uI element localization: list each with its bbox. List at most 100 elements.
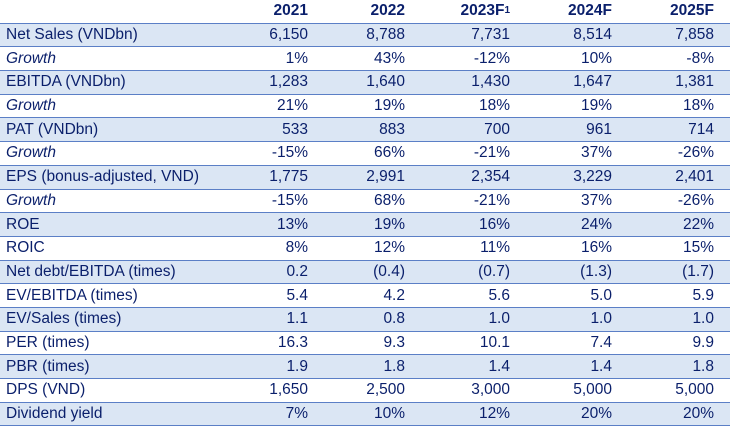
table-cell: 2,500 bbox=[366, 381, 405, 399]
table-cell: 1.0 bbox=[590, 310, 612, 328]
table-cell: 7.4 bbox=[590, 333, 612, 351]
table-row: Net debt/EBITDA (times) 0.2 (0.4) (0.7) (1.3… bbox=[0, 260, 730, 285]
table-cell: 12% bbox=[478, 405, 510, 423]
table-cell: 19% bbox=[580, 97, 612, 115]
table-cell: 5.6 bbox=[488, 286, 510, 304]
table-cell: 1.9 bbox=[286, 357, 308, 375]
table-cell: 11% bbox=[480, 239, 510, 257]
row-label: EBITDA (VNDbn) bbox=[6, 73, 126, 91]
header-col-2: 2022 bbox=[370, 2, 405, 20]
table-cell: 2,401 bbox=[675, 168, 714, 186]
table-cell: 2,354 bbox=[471, 168, 510, 186]
table-cell: -26% bbox=[677, 144, 714, 162]
table-cell: 1% bbox=[285, 49, 308, 67]
table-cell: 1.1 bbox=[286, 310, 308, 328]
table-cell: 6,150 bbox=[269, 26, 308, 44]
table-row: DPS (VND) 1,650 2,500 3,000 5,000 5,000 bbox=[0, 379, 730, 403]
table-row: ROE 13% 19% 16% 24% 22% bbox=[0, 213, 730, 237]
table-cell: (1.3) bbox=[580, 262, 612, 280]
row-label: Growth bbox=[6, 144, 56, 162]
row-label: EV/EBITDA (times) bbox=[6, 286, 138, 304]
table-row: Growth 1% 43% -12% 10% -8% bbox=[0, 47, 730, 72]
table-cell: 3,229 bbox=[573, 168, 612, 186]
row-label: EPS (bonus-adjusted, VND) bbox=[6, 168, 199, 186]
header-col-3: 2023F 1 bbox=[460, 2, 510, 20]
row-label: ROIC bbox=[6, 239, 45, 257]
table-cell: 700 bbox=[484, 120, 510, 138]
table-cell: 4.2 bbox=[383, 286, 405, 304]
table-cell: 714 bbox=[688, 120, 714, 138]
table-cell: 5.9 bbox=[692, 286, 714, 304]
table-row: Growth 21% 19% 18% 19% 18% bbox=[0, 95, 730, 119]
table-row: PER (times) 16.3 9.3 10.1 7.4 9.9 bbox=[0, 332, 730, 356]
table-row: Net Sales (VNDbn) 6,150 8,788 7,731 8,514 7,8… bbox=[0, 23, 730, 48]
row-label: Net Sales (VNDbn) bbox=[6, 26, 138, 44]
header-col-5: 2025F bbox=[670, 2, 714, 20]
table-cell: -21% bbox=[473, 191, 510, 209]
row-label: PBR (times) bbox=[6, 357, 90, 375]
row-label: PER (times) bbox=[6, 333, 90, 351]
table-cell: 19% bbox=[373, 215, 405, 233]
table-row: EPS (bonus-adjusted, VND) 1,775 2,991 2,354… bbox=[0, 165, 730, 190]
row-label: ROE bbox=[6, 215, 40, 233]
row-label: Growth bbox=[6, 191, 56, 209]
table-cell: -12% bbox=[473, 49, 510, 67]
table-cell: 1,647 bbox=[573, 73, 612, 91]
table-row: EV/Sales (times) 1.1 0.8 1.0 1.0 1.0 bbox=[0, 307, 730, 332]
row-label: DPS (VND) bbox=[6, 381, 86, 399]
table-cell: 7,858 bbox=[675, 26, 714, 44]
row-label: Dividend yield bbox=[6, 405, 103, 423]
table-cell: 1,430 bbox=[471, 73, 510, 91]
table-cell: 12% bbox=[373, 239, 405, 257]
table-cell: 883 bbox=[379, 120, 405, 138]
table-row: ROIC 8% 12% 11% 16% 15% bbox=[0, 237, 730, 261]
table-cell: 5.4 bbox=[286, 286, 308, 304]
table-cell: -26% bbox=[677, 191, 714, 209]
table-row: EBITDA (VNDbn) 1,283 1,640 1,430 1,647 1,381 bbox=[0, 71, 730, 95]
table-cell: (0.4) bbox=[373, 262, 405, 280]
table-cell: 16% bbox=[478, 215, 510, 233]
table-cell: -21% bbox=[473, 144, 510, 162]
row-label: EV/Sales (times) bbox=[6, 310, 122, 328]
header-col-1: 2021 bbox=[273, 2, 308, 20]
table-cell: 7,731 bbox=[471, 26, 510, 44]
table-cell: 1.0 bbox=[692, 310, 714, 328]
table-cell: 533 bbox=[282, 120, 308, 138]
table-cell: 22% bbox=[682, 215, 714, 233]
table-cell: 1.8 bbox=[692, 357, 714, 375]
table-cell: 37% bbox=[580, 144, 612, 162]
table-cell: 9.9 bbox=[692, 333, 714, 351]
table-cell: 5.0 bbox=[590, 286, 612, 304]
table-cell: 13% bbox=[276, 215, 308, 233]
table-cell: 961 bbox=[586, 120, 612, 138]
table-cell: 20% bbox=[682, 405, 714, 423]
table-row: EV/EBITDA (times) 5.4 4.2 5.6 5.0 5.9 bbox=[0, 284, 730, 308]
row-label: PAT (VNDbn) bbox=[6, 120, 99, 138]
table-cell: 0.8 bbox=[383, 310, 405, 328]
header-col-4: 2024F bbox=[568, 2, 612, 20]
table-cell: 1,283 bbox=[269, 73, 308, 91]
table-cell: 9.3 bbox=[383, 333, 405, 351]
table-cell: 10.1 bbox=[479, 333, 510, 351]
table-cell: 66% bbox=[373, 144, 405, 162]
table-cell: 68% bbox=[373, 191, 405, 209]
table-cell: 18% bbox=[682, 97, 714, 115]
table-cell: -15% bbox=[271, 191, 308, 209]
table-cell: 5,000 bbox=[573, 381, 612, 399]
table-row: PAT (VNDbn) 533 883 700 961 714 bbox=[0, 118, 730, 143]
table-cell: (0.7) bbox=[478, 262, 510, 280]
row-label: Growth bbox=[6, 97, 56, 115]
table-cell: 8,788 bbox=[366, 26, 405, 44]
table-cell: 1,650 bbox=[269, 381, 308, 399]
table-cell: 37% bbox=[580, 191, 612, 209]
table-cell: 43% bbox=[373, 49, 405, 67]
table-cell: 2,991 bbox=[366, 168, 405, 186]
table-row: Dividend yield 7% 10% 12% 20% 20% bbox=[0, 402, 730, 427]
table-header: 2021 2022 2023F 1 2024F 2025F bbox=[0, 0, 730, 24]
table-cell: 8,514 bbox=[573, 26, 612, 44]
table-cell: 15% bbox=[682, 239, 714, 257]
table-cell: (1.7) bbox=[682, 262, 714, 280]
table-cell: 1.0 bbox=[488, 310, 510, 328]
table-cell: 1,381 bbox=[675, 73, 714, 91]
